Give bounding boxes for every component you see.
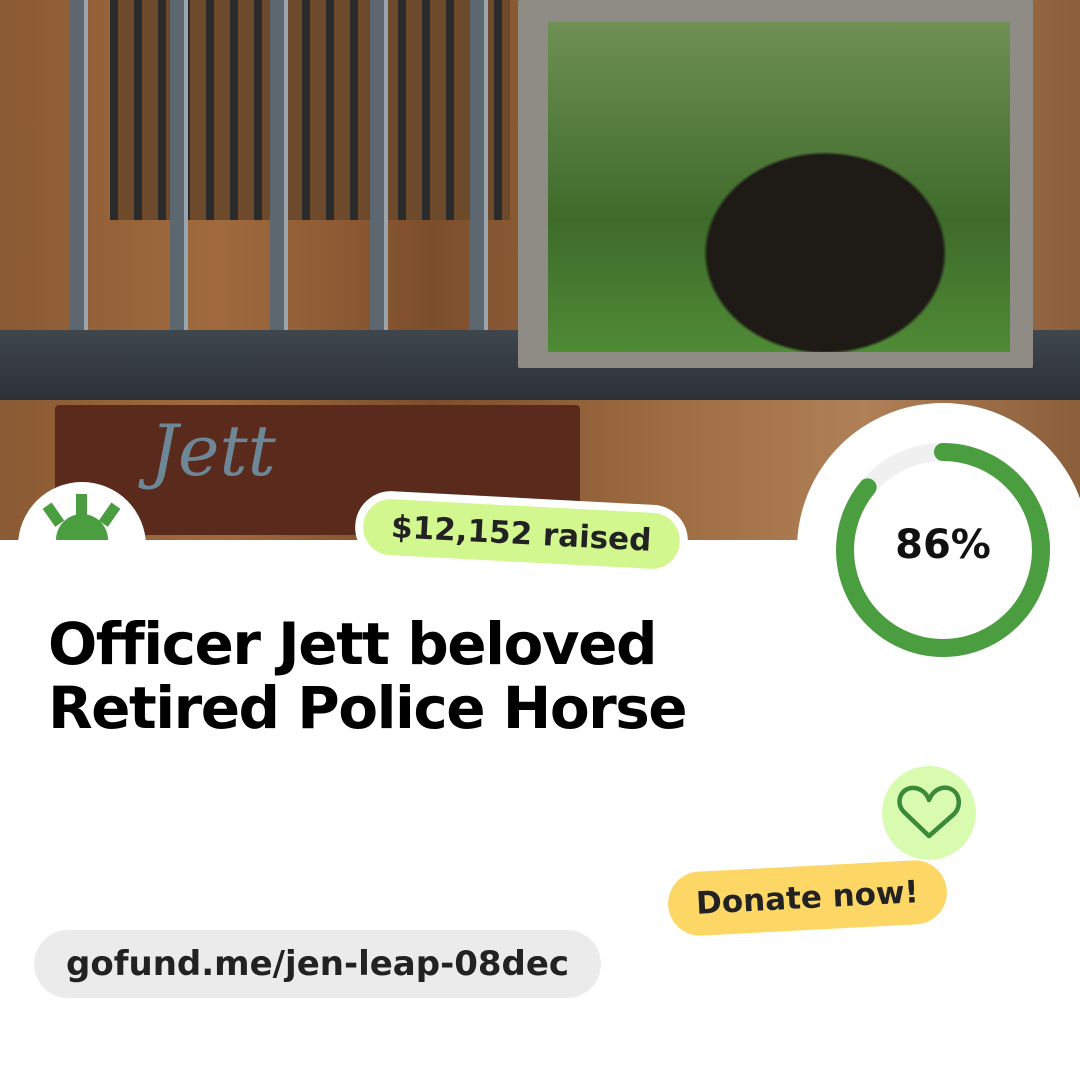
sunrise-logo-icon <box>42 494 121 540</box>
donate-now-button[interactable]: Donate now! <box>658 850 957 946</box>
progress-arc <box>836 443 1050 657</box>
stall-bars <box>0 0 520 340</box>
heart-icon <box>897 785 962 839</box>
heart-badge[interactable] <box>882 766 976 860</box>
gofundme-logo <box>18 482 146 610</box>
name-sign-text: Jett <box>150 410 276 492</box>
progress-percent: 86% <box>895 522 991 568</box>
campaign-url[interactable]: gofund.me/jen-leap-08dec <box>34 930 602 998</box>
campaign-title: Officer Jett beloved Retired Police Hors… <box>48 610 688 742</box>
title-line-1: Officer Jett beloved <box>48 610 657 678</box>
campaign-photo: Jett <box>0 0 1080 540</box>
progress-ring <box>836 443 1050 657</box>
officer-on-horse-photo <box>548 22 1010 352</box>
title-line-2: Retired Police Horse <box>48 674 688 742</box>
